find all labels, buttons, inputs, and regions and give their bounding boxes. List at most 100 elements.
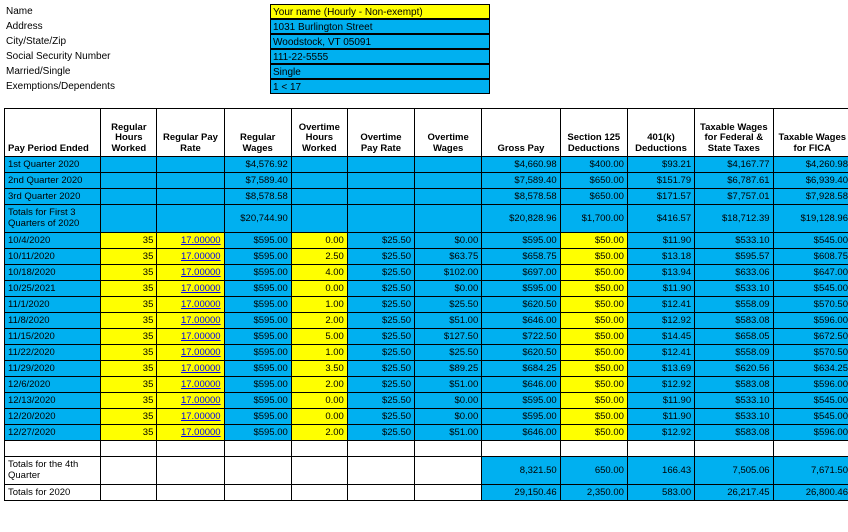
cell[interactable]: $595.00 — [224, 345, 291, 361]
cell[interactable]: 35 — [101, 345, 157, 361]
cell[interactable]: $620.50 — [482, 297, 560, 313]
value-address[interactable]: 1031 Burlington Street — [270, 19, 490, 34]
cell[interactable]: 10/11/2020 — [5, 249, 101, 265]
cell[interactable] — [101, 457, 157, 485]
cell[interactable]: 0.00 — [291, 233, 347, 249]
cell[interactable]: $545.00 — [773, 409, 848, 425]
cell[interactable]: $127.50 — [415, 329, 482, 345]
cell[interactable]: 12/27/2020 — [5, 425, 101, 441]
cell[interactable]: $595.00 — [224, 233, 291, 249]
cell[interactable]: 17.00000 — [157, 361, 224, 377]
cell[interactable]: 11/1/2020 — [5, 297, 101, 313]
cell[interactable]: 2,350.00 — [560, 485, 627, 501]
cell[interactable]: Totals for 2020 — [5, 485, 101, 501]
cell[interactable]: $595.00 — [224, 265, 291, 281]
cell[interactable]: 10/4/2020 — [5, 233, 101, 249]
cell[interactable]: 0.00 — [291, 409, 347, 425]
cell[interactable]: $595.00 — [482, 393, 560, 409]
cell[interactable] — [157, 457, 224, 485]
cell[interactable]: $12.41 — [627, 345, 694, 361]
cell[interactable]: $583.08 — [695, 313, 773, 329]
cell[interactable]: $20,744.90 — [224, 205, 291, 233]
cell[interactable]: 17.00000 — [157, 313, 224, 329]
cell[interactable]: $596.00 — [773, 425, 848, 441]
cell[interactable] — [415, 485, 482, 501]
cell[interactable]: $50.00 — [560, 345, 627, 361]
cell[interactable]: $0.00 — [415, 281, 482, 297]
cell[interactable]: $93.21 — [627, 157, 694, 173]
cell[interactable] — [291, 173, 347, 189]
cell[interactable] — [157, 157, 224, 173]
cell[interactable] — [157, 485, 224, 501]
cell[interactable]: 17.00000 — [157, 297, 224, 313]
cell[interactable]: $51.00 — [415, 377, 482, 393]
cell[interactable]: $633.06 — [695, 265, 773, 281]
cell[interactable]: $545.00 — [773, 393, 848, 409]
cell[interactable]: $25.50 — [347, 361, 414, 377]
cell[interactable]: $25.50 — [347, 281, 414, 297]
cell[interactable]: $13.94 — [627, 265, 694, 281]
cell[interactable]: $595.00 — [224, 313, 291, 329]
cell[interactable]: 17.00000 — [157, 249, 224, 265]
cell[interactable]: $684.25 — [482, 361, 560, 377]
cell[interactable]: $50.00 — [560, 361, 627, 377]
cell[interactable]: $658.75 — [482, 249, 560, 265]
cell[interactable]: $0.00 — [415, 409, 482, 425]
cell[interactable]: Totals for the 4th Quarter — [5, 457, 101, 485]
cell[interactable]: $0.00 — [415, 393, 482, 409]
cell[interactable]: $646.00 — [482, 425, 560, 441]
cell[interactable]: 17.00000 — [157, 409, 224, 425]
cell[interactable]: 35 — [101, 265, 157, 281]
cell[interactable]: $595.00 — [224, 249, 291, 265]
cell[interactable]: $595.57 — [695, 249, 773, 265]
cell[interactable]: $50.00 — [560, 409, 627, 425]
cell[interactable]: $25.50 — [347, 249, 414, 265]
cell[interactable]: $11.90 — [627, 409, 694, 425]
cell[interactable]: 3rd Quarter 2020 — [5, 189, 101, 205]
cell[interactable]: 7,505.06 — [695, 457, 773, 485]
cell[interactable]: 2nd Quarter 2020 — [5, 173, 101, 189]
cell[interactable] — [291, 485, 347, 501]
cell[interactable] — [347, 205, 414, 233]
cell[interactable]: $12.41 — [627, 297, 694, 313]
value-marital[interactable]: Single — [270, 64, 490, 79]
cell[interactable]: 11/8/2020 — [5, 313, 101, 329]
cell[interactable] — [291, 457, 347, 485]
cell[interactable]: $25.50 — [347, 329, 414, 345]
cell[interactable]: 8,321.50 — [482, 457, 560, 485]
cell[interactable]: $63.75 — [415, 249, 482, 265]
cell[interactable]: $51.00 — [415, 313, 482, 329]
cell[interactable]: 583.00 — [627, 485, 694, 501]
cell[interactable]: $595.00 — [482, 233, 560, 249]
cell[interactable]: 17.00000 — [157, 425, 224, 441]
cell[interactable]: $596.00 — [773, 377, 848, 393]
cell[interactable]: $595.00 — [224, 361, 291, 377]
cell[interactable]: $51.00 — [415, 425, 482, 441]
cell[interactable]: $25.50 — [347, 425, 414, 441]
cell[interactable]: 35 — [101, 329, 157, 345]
cell[interactable]: $558.09 — [695, 345, 773, 361]
cell[interactable]: 2.50 — [291, 249, 347, 265]
cell[interactable]: $650.00 — [560, 173, 627, 189]
cell[interactable]: $595.00 — [482, 281, 560, 297]
cell[interactable]: $583.08 — [695, 377, 773, 393]
cell[interactable]: $595.00 — [224, 393, 291, 409]
cell[interactable]: 7,671.50 — [773, 457, 848, 485]
cell[interactable]: $11.90 — [627, 281, 694, 297]
cell[interactable]: $11.90 — [627, 393, 694, 409]
cell[interactable]: $25.50 — [347, 297, 414, 313]
cell[interactable]: $50.00 — [560, 313, 627, 329]
cell[interactable]: $672.50 — [773, 329, 848, 345]
cell[interactable]: $7,928.58 — [773, 189, 848, 205]
cell[interactable]: $545.00 — [773, 233, 848, 249]
cell[interactable]: $7,589.40 — [482, 173, 560, 189]
cell[interactable] — [157, 173, 224, 189]
cell[interactable]: $7,757.01 — [695, 189, 773, 205]
cell[interactable]: $595.00 — [482, 409, 560, 425]
cell[interactable] — [101, 485, 157, 501]
cell[interactable]: 17.00000 — [157, 393, 224, 409]
cell[interactable]: $50.00 — [560, 249, 627, 265]
cell[interactable]: $647.00 — [773, 265, 848, 281]
cell[interactable]: 1st Quarter 2020 — [5, 157, 101, 173]
cell[interactable]: $151.79 — [627, 173, 694, 189]
